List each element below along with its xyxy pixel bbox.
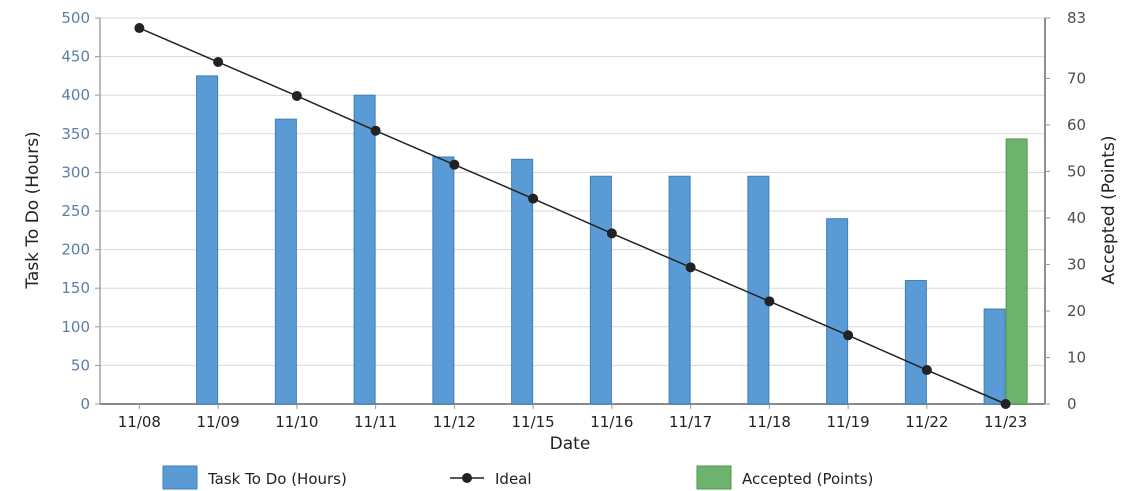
x-tick-label: 11/22 — [905, 413, 948, 431]
x-tick-label: 11/11 — [354, 413, 397, 431]
y-axis-title: Task To Do (Hours) — [23, 131, 43, 289]
accepted-bar — [1005, 138, 1028, 405]
ideal-line — [134, 23, 1011, 409]
ideal-point — [134, 23, 145, 34]
left-tick-label: 350 — [61, 125, 90, 143]
ideal-point — [1000, 399, 1011, 409]
x-tick-label: 11/16 — [590, 413, 633, 431]
legend-marker-ideal — [462, 473, 472, 483]
task-bar — [983, 308, 1006, 405]
x-tick-label: 11/19 — [827, 413, 870, 431]
task-bar — [432, 156, 455, 405]
right-tick-label: 70 — [1067, 69, 1086, 87]
right-tick-label: 60 — [1067, 116, 1086, 134]
task-bar — [274, 118, 297, 405]
ideal-point — [449, 159, 460, 170]
x-axis-ticks: 11/08 11/09 11/10 11/11 11/12 11/15 11/16 11/17… — [118, 404, 1027, 431]
task-bar — [511, 158, 534, 405]
left-axis-ticks: 0 50 100 150 200 250 300 350 400 450 500 — [61, 9, 100, 413]
right-axis-ticks: 0 10 20 30 40 50 60 70 83 — [1045, 9, 1086, 413]
bars — [196, 75, 1028, 405]
legend-swatch-accepted — [696, 465, 732, 490]
ideal-point — [291, 90, 302, 101]
legend-label-ideal: Ideal — [495, 470, 532, 488]
right-tick-label: 10 — [1067, 348, 1086, 366]
right-tick-label: 30 — [1067, 255, 1086, 273]
ideal-line-path — [139, 27, 1006, 405]
gridlines — [100, 17, 1045, 404]
left-tick-label: 400 — [61, 86, 90, 104]
ideal-point — [921, 365, 932, 376]
left-tick-label: 0 — [80, 395, 90, 413]
left-tick-label: 200 — [61, 241, 90, 259]
task-bar — [904, 279, 927, 405]
left-tick-label: 150 — [61, 279, 90, 297]
legend-label-task: Task To Do (Hours) — [207, 470, 347, 488]
ideal-point — [370, 125, 381, 136]
ideal-point — [213, 57, 224, 68]
x-axis-title: Date — [550, 434, 591, 454]
x-tick-label: 11/10 — [275, 413, 318, 431]
x-tick-label: 11/18 — [748, 413, 791, 431]
task-bar — [747, 175, 770, 405]
left-tick-label: 250 — [61, 202, 90, 220]
legend-swatch-task — [162, 465, 198, 490]
left-tick-label: 500 — [61, 9, 90, 27]
right-tick-label: 40 — [1067, 209, 1086, 227]
ideal-point — [764, 296, 775, 307]
ideal-point — [528, 193, 539, 204]
task-bar — [826, 218, 849, 405]
x-tick-label: 11/08 — [118, 413, 161, 431]
legend: Task To Do (Hours) Ideal Accepted (Point… — [162, 465, 873, 490]
x-tick-label: 11/09 — [197, 413, 240, 431]
left-tick-label: 450 — [61, 48, 90, 66]
left-tick-label: 50 — [71, 356, 90, 374]
task-bar — [589, 175, 612, 405]
ideal-point — [606, 228, 617, 239]
task-bar — [668, 175, 691, 405]
right-tick-label: 0 — [1067, 395, 1077, 413]
x-tick-label: 11/17 — [669, 413, 712, 431]
left-tick-label: 100 — [61, 318, 90, 336]
task-bar — [196, 75, 219, 405]
right-tick-label: 50 — [1067, 162, 1086, 180]
task-bar — [353, 94, 376, 405]
x-tick-label: 11/23 — [984, 413, 1027, 431]
right-tick-label: 83 — [1067, 9, 1086, 27]
left-tick-label: 300 — [61, 163, 90, 181]
x-tick-label: 11/15 — [512, 413, 555, 431]
ideal-point — [685, 262, 696, 273]
ideal-point — [843, 330, 854, 341]
x-tick-label: 11/12 — [433, 413, 476, 431]
legend-label-accepted: Accepted (Points) — [742, 470, 873, 488]
y2-axis-title: Accepted (Points) — [1099, 136, 1119, 285]
right-tick-label: 20 — [1067, 302, 1086, 320]
